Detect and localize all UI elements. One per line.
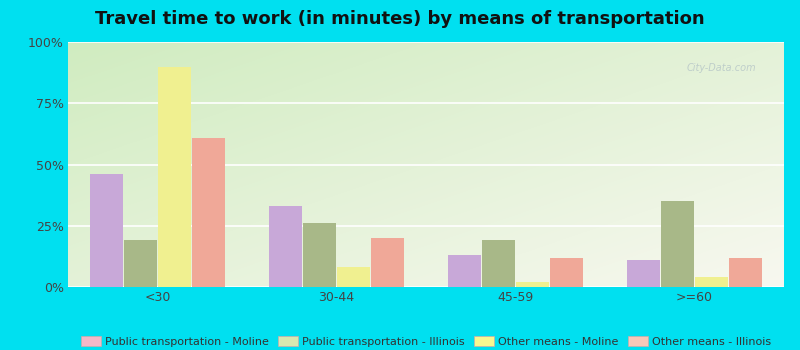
- Text: Travel time to work (in minutes) by means of transportation: Travel time to work (in minutes) by mean…: [95, 10, 705, 28]
- Bar: [303, 223, 336, 287]
- Bar: [270, 206, 302, 287]
- Bar: [550, 258, 582, 287]
- Bar: [158, 66, 190, 287]
- Text: City-Data.com: City-Data.com: [686, 63, 756, 73]
- Bar: [90, 174, 122, 287]
- Legend: Public transportation - Moline, Public transportation - Illinois, Other means - : Public transportation - Moline, Public t…: [76, 332, 776, 350]
- Bar: [695, 277, 728, 287]
- Bar: [124, 240, 157, 287]
- Bar: [482, 240, 514, 287]
- Bar: [730, 258, 762, 287]
- Bar: [516, 282, 549, 287]
- Bar: [193, 138, 225, 287]
- Bar: [338, 267, 370, 287]
- Bar: [662, 201, 694, 287]
- Bar: [627, 260, 659, 287]
- Bar: [371, 238, 404, 287]
- Bar: [448, 255, 481, 287]
